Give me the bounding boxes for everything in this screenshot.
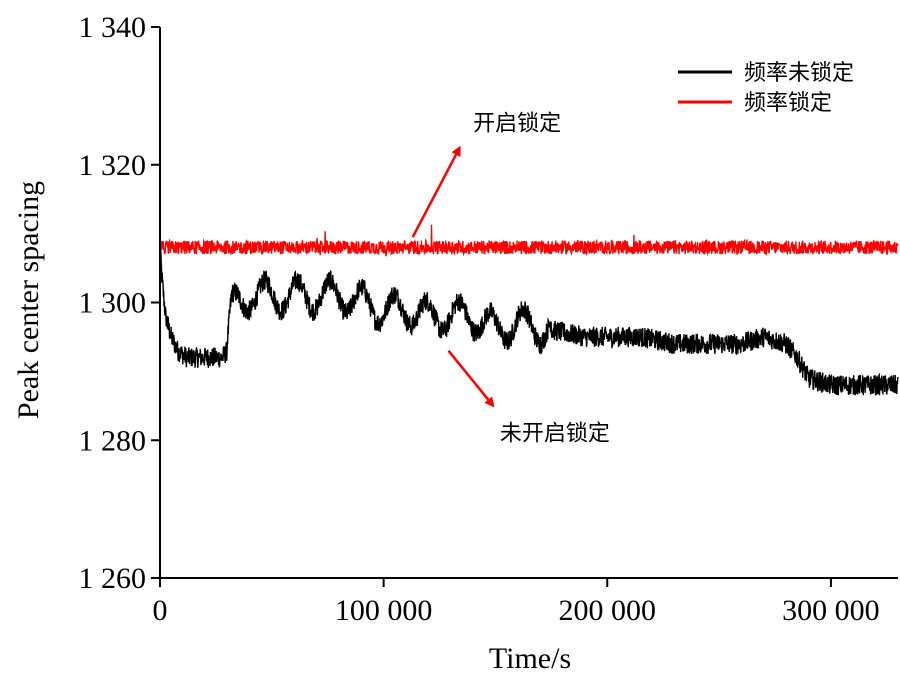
x-tick-label: 200 000 [559, 594, 657, 627]
x-tick-label: 100 000 [335, 594, 433, 627]
x-axis-title: Time/s [489, 642, 571, 675]
y-tick-label: 1 260 [79, 562, 147, 595]
annotation-arrow-0 [411, 145, 461, 238]
y-ticks: 1 260 1 280 1 300 1 320 1 340 [79, 11, 160, 595]
series-layer [159, 224, 899, 396]
legend-label-locked: 频率锁定 [744, 91, 832, 116]
y-tick-label: 1 320 [79, 149, 147, 182]
x-tick-label: 300 000 [782, 594, 880, 627]
series-line-1 [159, 224, 899, 257]
x-ticks: 0 100 000 200 000 300 000 [153, 578, 880, 627]
annotation-arrow-1 [447, 349, 495, 408]
legend: 频率未锁定 频率锁定 [678, 61, 854, 116]
series-line-0 [159, 244, 899, 396]
y-tick-label: 1 300 [79, 287, 147, 320]
x-tick-label: 0 [153, 594, 168, 627]
y-tick-label: 1 280 [79, 424, 147, 457]
axes: 1 260 1 280 1 300 1 320 1 340 0 100 000 200 00… [79, 11, 898, 627]
annotation-label-1: 未开启锁定 [500, 421, 610, 446]
y-axis-title: Peak center spacing [12, 181, 45, 419]
legend-label-unlocked: 频率未锁定 [744, 61, 854, 86]
y-tick-label: 1 340 [79, 11, 147, 44]
annotation-label-0: 开启锁定 [473, 111, 561, 136]
